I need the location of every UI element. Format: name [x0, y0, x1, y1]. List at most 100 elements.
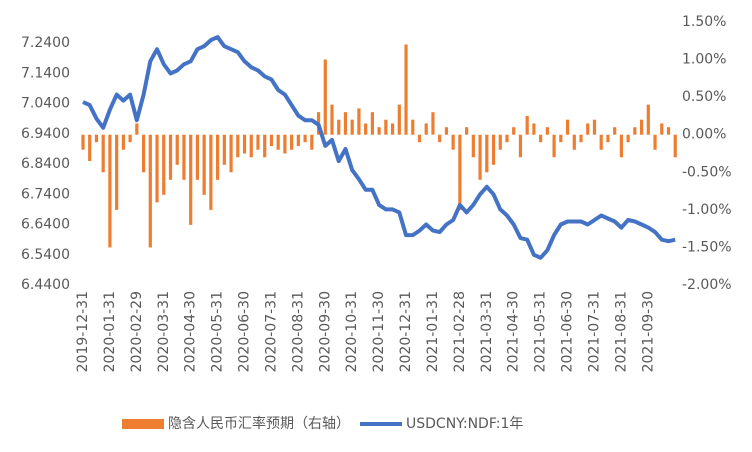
x-tick-label: 2021-06-30 — [560, 291, 576, 372]
x-tick-label: 2021-09-30 — [640, 291, 656, 372]
bar — [626, 134, 630, 143]
bar — [101, 134, 105, 173]
bar — [666, 127, 671, 135]
bar — [431, 112, 435, 135]
bar — [491, 134, 496, 165]
x-tick-label: 2021-01-31 — [425, 291, 441, 372]
bar — [195, 134, 200, 180]
bar — [242, 134, 247, 154]
bar — [81, 134, 85, 150]
legend-label: 隐含人民币汇率预期（右轴） — [168, 415, 350, 432]
bar — [411, 119, 415, 135]
bar — [350, 119, 354, 135]
y-tick-label: 6.9400 — [21, 126, 70, 142]
bar — [532, 123, 536, 135]
x-tick-label: 2020-08-31 — [290, 291, 306, 372]
x-tick-label: 2019-12-31 — [75, 291, 91, 372]
bar — [135, 123, 139, 135]
bar — [498, 134, 502, 150]
bar — [256, 134, 260, 150]
bar — [343, 112, 348, 135]
x-tick-label: 2021-05-31 — [533, 291, 549, 372]
x-tick-label: 2021-08-31 — [613, 291, 629, 372]
bar — [545, 127, 549, 135]
bar — [565, 119, 570, 135]
bar — [202, 134, 206, 195]
bar — [559, 134, 563, 143]
x-tick-label: 2021-04-30 — [506, 291, 522, 372]
x-tick-label: 2020-05-31 — [210, 291, 226, 372]
bar — [94, 134, 99, 143]
bar — [370, 112, 374, 135]
y2-tick-label: -0.50% — [682, 164, 732, 180]
bar — [357, 108, 361, 135]
bar — [390, 123, 395, 135]
bar — [539, 134, 543, 143]
bar — [512, 127, 516, 135]
bar — [88, 134, 92, 162]
bar — [128, 134, 132, 143]
bar — [216, 134, 220, 180]
x-tick-label: 2021-07-31 — [586, 291, 602, 372]
bar — [263, 134, 267, 158]
x-tick-label: 2020-09-30 — [317, 291, 333, 372]
bar — [505, 134, 509, 143]
bar — [155, 134, 159, 203]
x-tick-label: 2020-07-31 — [263, 291, 279, 372]
bar — [633, 127, 637, 135]
bar — [182, 134, 186, 180]
bar — [168, 134, 173, 180]
bar — [283, 134, 287, 154]
bar — [290, 134, 294, 150]
bar — [458, 134, 462, 210]
y-tick-label: 6.7400 — [21, 186, 70, 202]
bar — [404, 44, 408, 135]
bar — [592, 119, 597, 135]
y2-tick-label: 0.00% — [682, 127, 726, 143]
bar — [606, 134, 610, 143]
legend-swatch — [122, 419, 164, 429]
bar — [141, 134, 146, 173]
bar — [229, 134, 233, 173]
y2-tick-label: -1.00% — [682, 202, 732, 218]
bar — [518, 134, 523, 158]
bar — [189, 134, 193, 225]
bar — [296, 134, 300, 146]
bar — [303, 134, 307, 143]
bar — [478, 134, 482, 180]
x-tick-label: 2020-01-31 — [102, 291, 118, 372]
bar — [323, 59, 327, 135]
x-tick-label: 2020-03-31 — [156, 291, 172, 372]
y2-tick-label: 1.50% — [682, 14, 726, 30]
bar — [337, 119, 341, 135]
x-tick-label: 2020-04-30 — [183, 291, 199, 372]
legend-label: USDCNY:NDF:1年 — [406, 416, 523, 432]
y-tick-label: 6.6400 — [21, 217, 70, 233]
bar — [613, 127, 617, 135]
y2-tick-label: 0.50% — [682, 89, 726, 105]
bar — [660, 123, 664, 135]
bar — [364, 123, 368, 135]
bar — [572, 134, 576, 150]
bar — [384, 119, 388, 135]
x-tick-label: 2020-02-29 — [129, 291, 145, 372]
bar — [471, 134, 475, 158]
bar — [330, 104, 334, 135]
bar — [310, 134, 314, 150]
bar — [619, 134, 623, 158]
bar — [673, 134, 677, 158]
bar — [236, 134, 240, 158]
y2-tick-label: -1.50% — [682, 239, 732, 255]
y-tick-label: 7.1400 — [21, 65, 70, 81]
bar — [586, 123, 590, 135]
y2-tick-label: 1.00% — [682, 52, 726, 68]
bar — [115, 134, 119, 210]
bar — [249, 134, 253, 158]
bar — [639, 119, 644, 135]
bar — [599, 134, 603, 150]
x-tick-label: 2020-06-30 — [237, 291, 253, 372]
bar — [148, 134, 152, 248]
y2-tick-label: -2.00% — [682, 277, 732, 293]
x-tick-label: 2021-03-31 — [479, 291, 495, 372]
